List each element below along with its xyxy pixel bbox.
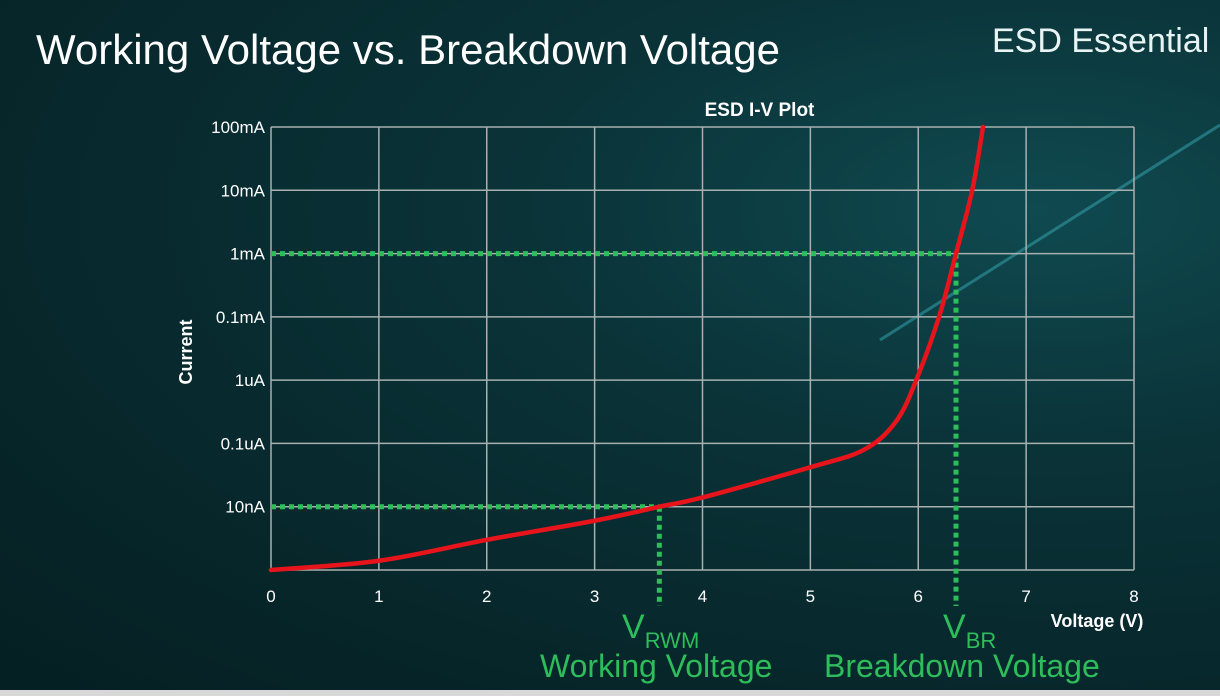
vrwm-label: Working Voltage	[540, 648, 773, 684]
x-tick-label: 4	[698, 587, 707, 606]
decor-streak	[879, 123, 1220, 342]
brand-logo-text: ESD Essential	[992, 22, 1210, 60]
x-tick-label: 3	[590, 587, 599, 606]
x-tick-label: 6	[914, 587, 923, 606]
y-tick-label: 1mA	[230, 245, 266, 264]
vbr-symbol: VBR	[943, 608, 997, 653]
slide-title: Working Voltage vs. Breakdown Voltage	[36, 26, 781, 73]
y-tick-label: 100mA	[211, 118, 266, 137]
bottom-bar	[0, 690, 1220, 696]
x-tick-label: 5	[806, 587, 815, 606]
x-tick-label: 0	[266, 587, 275, 606]
y-tick-label: 0.1mA	[216, 308, 266, 327]
x-axis-label: Voltage (V)	[1051, 611, 1144, 631]
y-axis-label: Current	[176, 319, 196, 384]
x-tick-label: 1	[374, 587, 383, 606]
iv-curve	[268, 124, 986, 573]
y-tick-label: 1uA	[235, 371, 266, 390]
x-tick-label: 7	[1021, 587, 1030, 606]
chart-title: ESD I-V Plot	[705, 100, 815, 121]
vrwm-symbol: VRWM	[622, 608, 700, 653]
x-tick-label: 2	[482, 587, 491, 606]
y-tick-label: 10nA	[225, 498, 265, 517]
x-tick-label: 8	[1129, 587, 1138, 606]
y-tick-label: 0.1uA	[221, 434, 266, 453]
vbr-label: Breakdown Voltage	[824, 648, 1100, 684]
y-tick-label: 10mA	[221, 181, 266, 200]
